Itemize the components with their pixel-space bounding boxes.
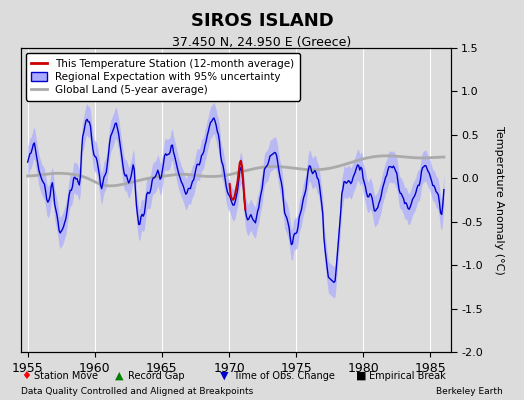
Text: Data Quality Controlled and Aligned at Breakpoints: Data Quality Controlled and Aligned at B… [21, 387, 253, 396]
Text: Station Move: Station Move [34, 371, 98, 381]
Text: SIROS ISLAND: SIROS ISLAND [191, 12, 333, 30]
Text: ▼: ▼ [220, 371, 228, 381]
Text: Berkeley Earth: Berkeley Earth [436, 387, 503, 396]
Text: ▲: ▲ [115, 371, 124, 381]
Text: Time of Obs. Change: Time of Obs. Change [233, 371, 335, 381]
Text: Empirical Break: Empirical Break [369, 371, 446, 381]
Text: ■: ■ [356, 371, 367, 381]
Text: 37.450 N, 24.950 E (Greece): 37.450 N, 24.950 E (Greece) [172, 36, 352, 49]
Y-axis label: Temperature Anomaly (°C): Temperature Anomaly (°C) [494, 126, 504, 274]
Text: ♦: ♦ [21, 371, 31, 381]
Legend: This Temperature Station (12-month average), Regional Expectation with 95% uncer: This Temperature Station (12-month avera… [26, 53, 300, 100]
Text: Record Gap: Record Gap [128, 371, 185, 381]
